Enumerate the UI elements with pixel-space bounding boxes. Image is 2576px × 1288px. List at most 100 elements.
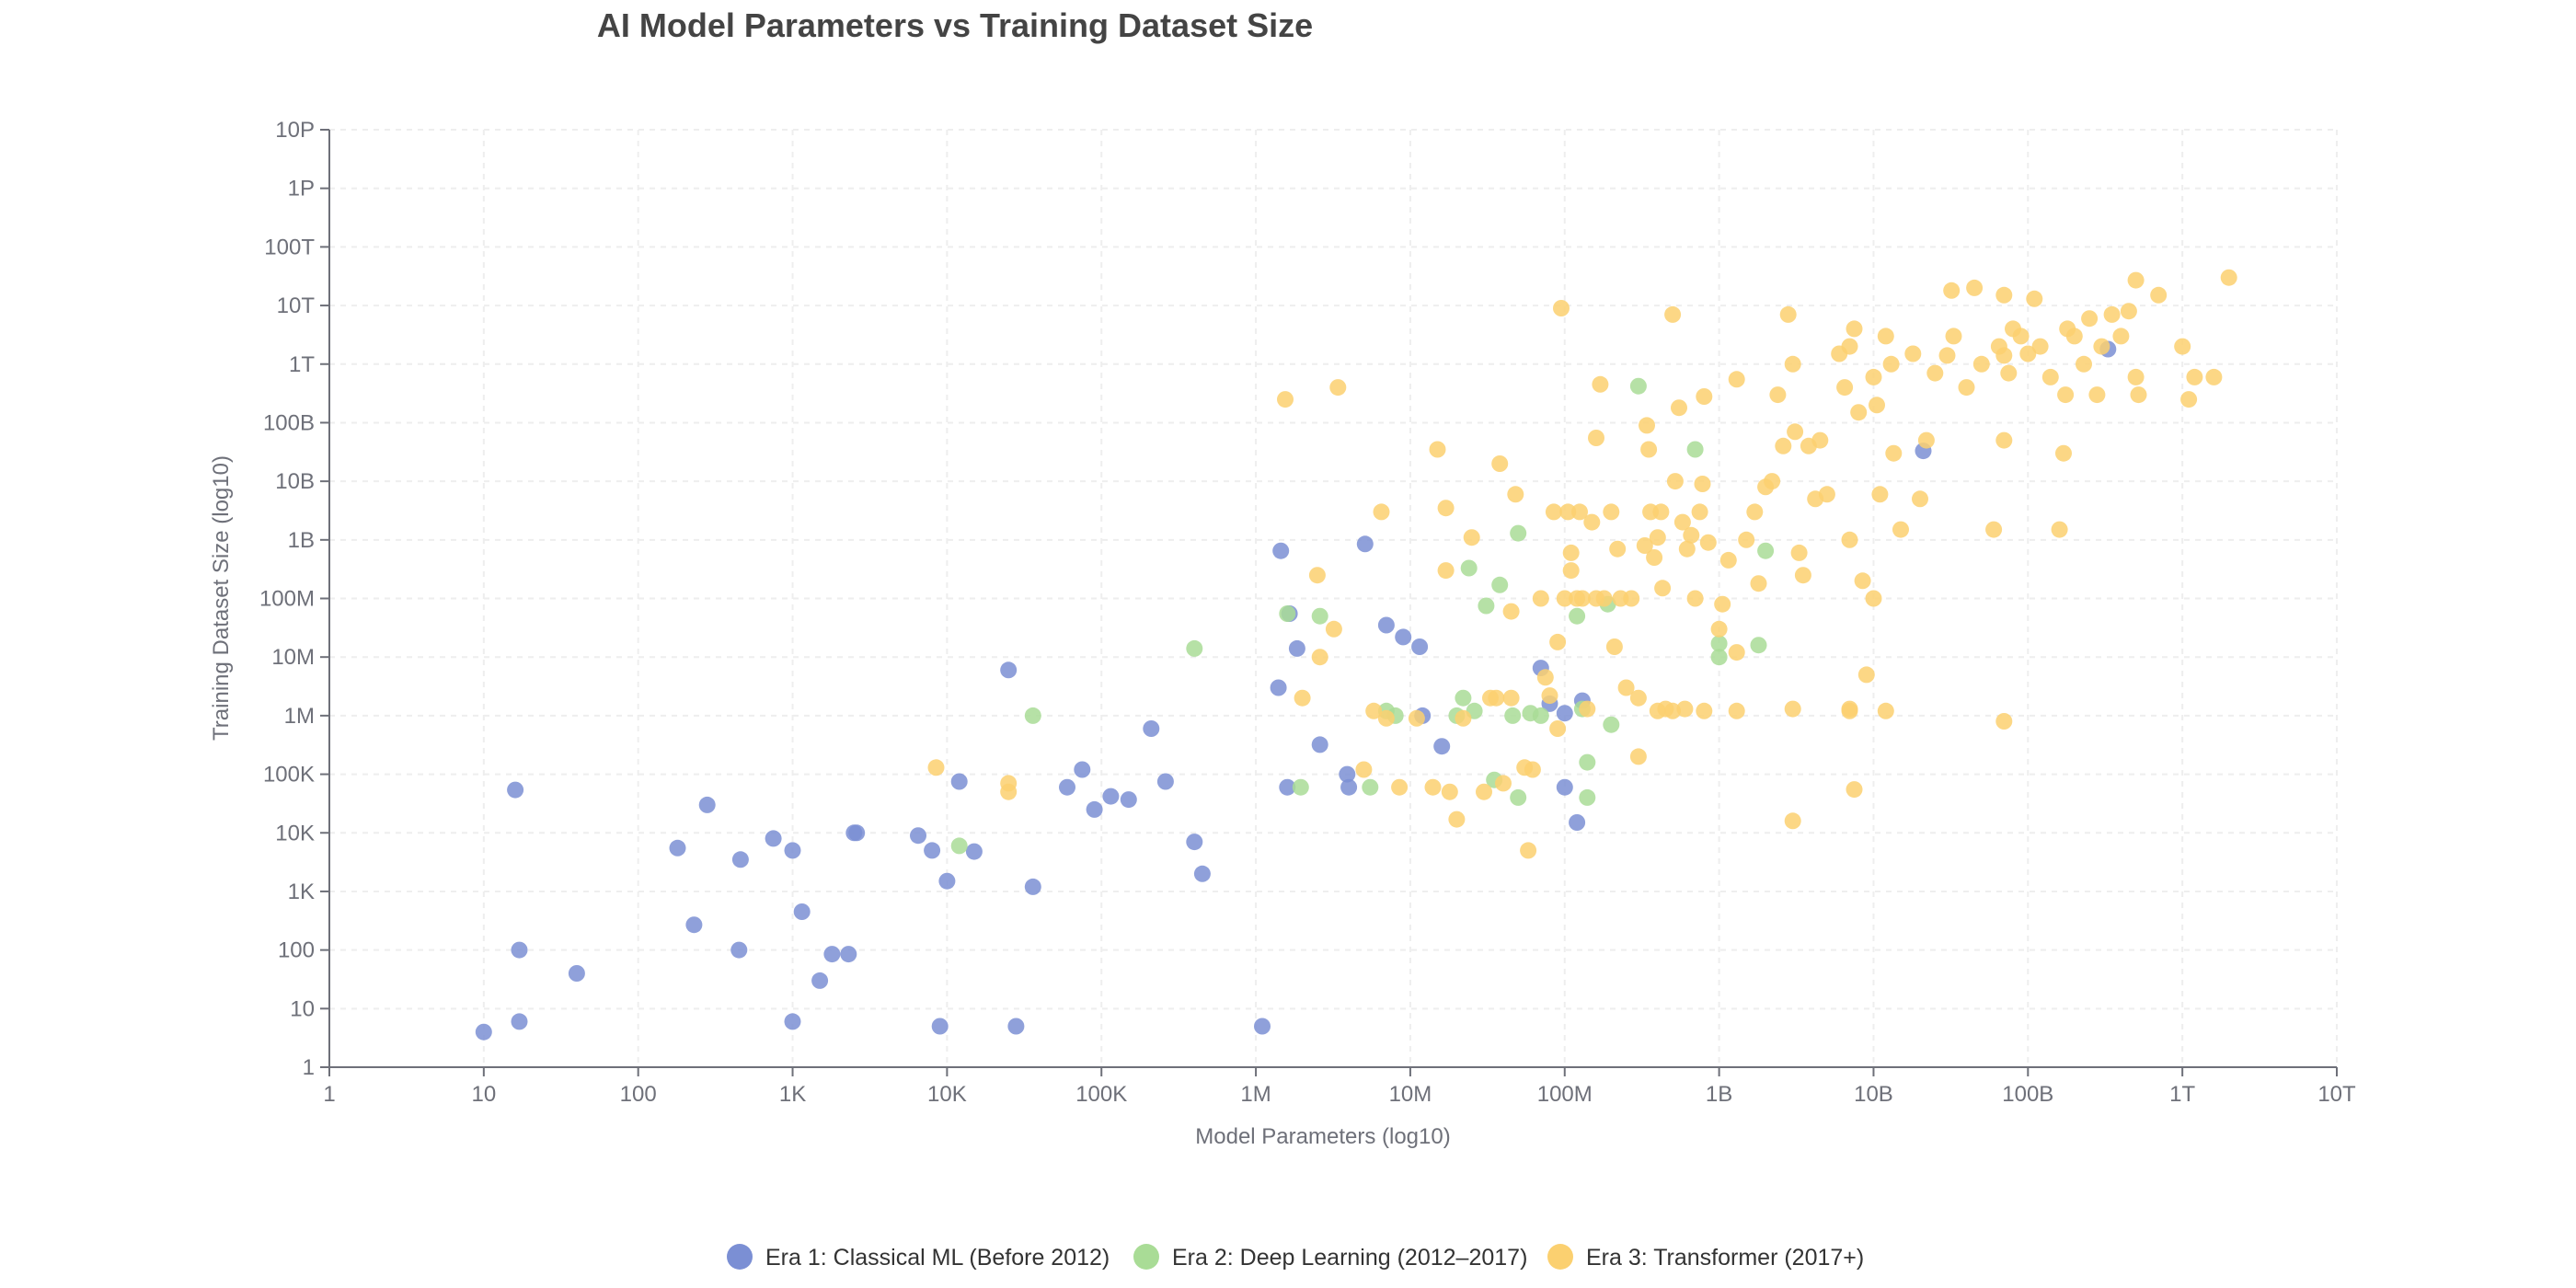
data-point[interactable]	[1784, 355, 1801, 373]
data-point[interactable]	[1556, 705, 1573, 722]
data-point[interactable]	[1086, 800, 1103, 818]
data-point[interactable]	[1536, 669, 1554, 686]
data-point[interactable]	[1649, 702, 1666, 719]
data-point[interactable]	[1728, 702, 1745, 719]
data-point[interactable]	[1917, 431, 1935, 449]
data-point[interactable]	[1841, 338, 1858, 355]
data-point[interactable]	[1686, 590, 1704, 607]
data-point[interactable]	[2112, 328, 2130, 345]
data-point[interactable]	[931, 1018, 949, 1035]
data-point[interactable]	[2076, 355, 2092, 373]
data-point[interactable]	[1340, 778, 1358, 796]
data-point[interactable]	[1850, 404, 1868, 421]
data-point[interactable]	[1746, 503, 1764, 521]
data-point[interactable]	[1995, 713, 2013, 730]
data-point[interactable]	[2174, 338, 2191, 355]
data-point[interactable]	[730, 941, 748, 959]
data-point[interactable]	[1408, 709, 1425, 727]
data-point[interactable]	[2019, 345, 2037, 362]
data-point[interactable]	[1573, 590, 1591, 607]
data-point[interactable]	[1592, 375, 1609, 393]
data-point[interactable]	[1373, 503, 1390, 521]
data-point[interactable]	[1556, 778, 1573, 796]
data-point[interactable]	[1710, 620, 1728, 638]
data-point[interactable]	[1877, 328, 1894, 345]
data-point[interactable]	[1279, 778, 1296, 796]
data-point[interactable]	[2205, 368, 2223, 385]
data-point[interactable]	[1272, 542, 1290, 559]
data-point[interactable]	[1507, 486, 1524, 503]
data-point[interactable]	[1639, 417, 1655, 434]
data-point[interactable]	[1841, 702, 1858, 719]
data-point[interactable]	[1448, 811, 1466, 828]
data-point[interactable]	[1491, 576, 1509, 593]
data-point[interactable]	[1476, 783, 1492, 800]
data-point[interactable]	[568, 965, 585, 982]
data-point[interactable]	[1885, 444, 1903, 462]
data-point[interactable]	[1455, 689, 1472, 707]
data-point[interactable]	[1437, 500, 1455, 517]
data-point[interactable]	[1945, 328, 1962, 345]
data-point[interactable]	[1603, 716, 1620, 733]
data-point[interactable]	[1764, 473, 1781, 490]
data-point[interactable]	[1059, 778, 1075, 796]
data-point[interactable]	[507, 781, 524, 799]
data-point[interactable]	[1288, 639, 1305, 657]
data-point[interactable]	[1966, 279, 1984, 296]
data-point[interactable]	[1846, 320, 1863, 338]
data-point[interactable]	[511, 1013, 528, 1030]
data-point[interactable]	[2031, 338, 2049, 355]
data-point[interactable]	[1311, 649, 1328, 666]
data-point[interactable]	[1520, 842, 1537, 859]
data-point[interactable]	[1958, 379, 1975, 397]
data-point[interactable]	[1308, 567, 1326, 584]
data-point[interactable]	[1972, 355, 1990, 373]
data-point[interactable]	[1869, 397, 1885, 414]
data-point[interactable]	[1193, 865, 1211, 882]
data-point[interactable]	[1696, 702, 1713, 719]
data-point[interactable]	[1926, 364, 1944, 382]
data-point[interactable]	[1325, 620, 1342, 638]
data-point[interactable]	[2041, 368, 2059, 385]
data-point[interactable]	[1588, 430, 1604, 446]
data-point[interactable]	[1532, 707, 1549, 724]
data-point[interactable]	[1143, 720, 1160, 737]
data-point[interactable]	[1846, 781, 1863, 799]
data-point[interactable]	[1478, 597, 1495, 615]
data-point[interactable]	[1579, 753, 1596, 771]
data-point[interactable]	[1652, 503, 1670, 521]
data-point[interactable]	[1892, 521, 1909, 538]
data-point[interactable]	[1377, 616, 1395, 634]
data-point[interactable]	[1559, 503, 1577, 521]
data-point[interactable]	[1595, 590, 1613, 607]
data-point[interactable]	[669, 839, 686, 857]
data-point[interactable]	[1882, 355, 1900, 373]
data-point[interactable]	[924, 842, 941, 859]
data-point[interactable]	[2130, 386, 2147, 404]
data-point[interactable]	[1912, 490, 1928, 508]
data-point[interactable]	[840, 946, 857, 963]
data-point[interactable]	[1553, 300, 1570, 316]
data-point[interactable]	[1750, 637, 1767, 654]
data-point[interactable]	[1623, 590, 1640, 607]
data-point[interactable]	[2088, 386, 2106, 404]
data-point[interactable]	[1502, 603, 1520, 620]
legend-item-3[interactable]: Era 3: Transformer (2017+)	[1547, 1244, 1864, 1271]
data-point[interactable]	[1156, 773, 1174, 790]
data-point[interactable]	[1696, 388, 1713, 405]
data-point[interactable]	[1854, 572, 1871, 590]
data-point[interactable]	[1779, 305, 1797, 323]
data-point[interactable]	[1329, 379, 1347, 397]
data-point[interactable]	[2055, 444, 2072, 462]
data-point[interactable]	[1429, 441, 1446, 458]
data-point[interactable]	[1787, 423, 1804, 441]
data-point[interactable]	[1186, 639, 1203, 657]
data-point[interactable]	[1617, 679, 1635, 696]
data-point[interactable]	[1024, 707, 1041, 724]
data-point[interactable]	[1000, 661, 1018, 679]
data-point[interactable]	[2186, 368, 2203, 385]
data-point[interactable]	[2127, 368, 2145, 385]
data-point[interactable]	[1664, 305, 1682, 323]
data-point[interactable]	[1904, 345, 1922, 362]
data-point[interactable]	[950, 837, 968, 855]
